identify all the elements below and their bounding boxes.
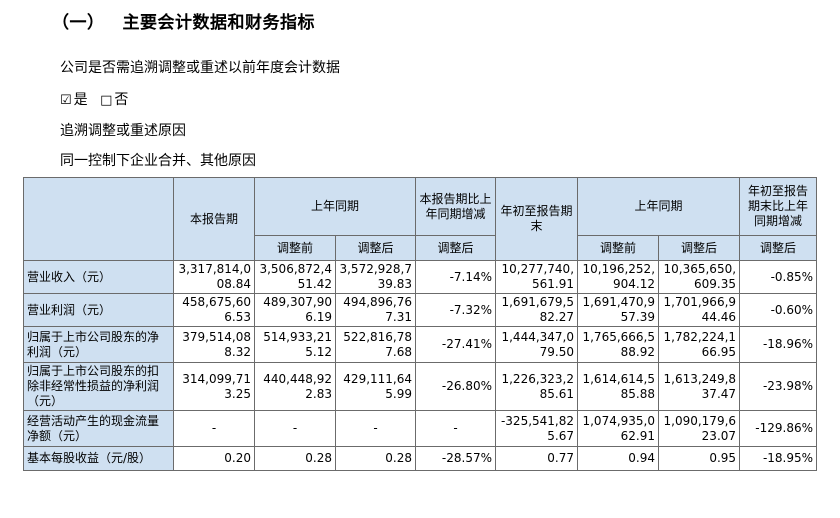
table-cell: 1,090,179,623.07 xyxy=(658,410,741,447)
table-cell: 1,614,614,585.88 xyxy=(577,362,660,411)
subheader-after-adj: 调整后 xyxy=(334,235,417,261)
table-cell: - xyxy=(334,410,417,447)
table-cell: -0.60% xyxy=(739,293,818,327)
row-label: 归属于上市公司股东的扣除非经常性损益的净利润（元） xyxy=(23,362,174,411)
header-change-current: 本报告期比上年同期增减 xyxy=(415,177,497,236)
restatement-question: 公司是否需追溯调整或重述以前年度会计数据 xyxy=(60,60,340,76)
subheader-after-adj-ytd: 调整后 xyxy=(658,235,741,261)
table-cell: -23.98% xyxy=(739,362,818,411)
table-cell: - xyxy=(254,410,336,447)
table-cell: 489,307,906.19 xyxy=(254,293,336,327)
table-cell: 10,277,740,561.91 xyxy=(495,260,579,294)
table-cell: 314,099,713.25 xyxy=(173,362,255,411)
table-cell: 1,444,347,079.50 xyxy=(495,326,579,363)
table-cell: 3,572,928,739.83 xyxy=(334,260,417,294)
table-cell: 0.28 xyxy=(254,446,336,471)
table-cell: - xyxy=(173,410,255,447)
choice-yes-label: 是 xyxy=(73,92,88,108)
table-cell: -27.41% xyxy=(415,326,497,363)
header-change-ytd: 年初至报告期末比上年同期增减 xyxy=(739,177,818,236)
table-row: 基本每股收益（元/股） 0.20 0.28 0.28 -28.57% 0.77 … xyxy=(23,446,818,471)
section-title: 主要会计数据和财务指标 xyxy=(122,13,315,33)
table-cell: 1,701,966,944.46 xyxy=(658,293,741,327)
row-label: 营业利润（元） xyxy=(23,293,174,327)
table-cell: 440,448,922.83 xyxy=(254,362,336,411)
table-cell: - xyxy=(415,410,497,447)
table-cell: 522,816,787.68 xyxy=(334,326,417,363)
row-label: 经营活动产生的现金流量净额（元） xyxy=(23,410,174,447)
header-row: 本报告期 上年同期 本报告期比上年同期增减 年初至报告期末 上年同期 年初至报告… xyxy=(23,177,818,261)
table-cell: 3,317,814,008.84 xyxy=(173,260,255,294)
row-label: 营业收入（元） xyxy=(23,260,174,294)
header-prior-period: 上年同期 xyxy=(253,177,417,236)
table-row: 营业收入（元） 3,317,814,008.84 3,506,872,451.4… xyxy=(23,260,818,294)
table-cell: 0.94 xyxy=(577,446,660,471)
table-cell: -26.80% xyxy=(415,362,497,411)
table-cell: 429,111,645.99 xyxy=(334,362,417,411)
checked-box-icon: ☑ xyxy=(60,93,72,108)
subheader-row: 调整前 调整后 调整后 调整前 调整后 调整后 xyxy=(24,235,818,261)
choice-no-label: 否 xyxy=(114,92,129,108)
table-cell: 1,691,679,582.27 xyxy=(495,293,579,327)
table-cell: 494,896,767.31 xyxy=(334,293,417,327)
table-cell: 0.77 xyxy=(495,446,579,471)
table-row: 营业利润（元） 458,675,606.53 489,307,906.19 49… xyxy=(23,293,818,327)
table-cell: 0.20 xyxy=(173,446,255,471)
table-cell: -325,541,825.67 xyxy=(495,410,579,447)
table-row: 经营活动产生的现金流量净额（元） - - - - -325,541,825.67… xyxy=(23,410,818,447)
corner-cell xyxy=(23,177,174,261)
header-current-period: 本报告期 xyxy=(173,177,255,261)
reason-label: 追溯调整或重述原因 xyxy=(60,123,186,139)
financial-data-table: 本报告期 上年同期 本报告期比上年同期增减 年初至报告期末 上年同期 年初至报告… xyxy=(23,177,818,471)
table-cell: 1,226,323,285.61 xyxy=(495,362,579,411)
restatement-choice: ☑ 是 □ 否 xyxy=(60,89,128,109)
table-cell: 1,765,666,588.92 xyxy=(577,326,660,363)
table-cell: -7.32% xyxy=(415,293,497,327)
section-number: （一） xyxy=(52,13,105,33)
table-cell: 514,933,215.12 xyxy=(254,326,336,363)
table-cell: 379,514,088.32 xyxy=(173,326,255,363)
table-row: 归属于上市公司股东的扣除非经常性损益的净利润（元） 314,099,713.25… xyxy=(23,362,818,411)
subheader-after-adj-change: 调整后 xyxy=(415,235,497,261)
table-cell: -7.14% xyxy=(415,260,497,294)
table-cell: 1,782,224,166.95 xyxy=(658,326,741,363)
table-cell: 0.28 xyxy=(334,446,417,471)
table-cell: 10,365,650,609.35 xyxy=(658,260,741,294)
table-cell: 1,613,249,837.47 xyxy=(658,362,741,411)
table-cell: 1,074,935,062.91 xyxy=(577,410,660,447)
subheader-before-adj: 调整前 xyxy=(254,235,336,261)
table-cell: -18.95% xyxy=(739,446,818,471)
subheader-after-adj-change-ytd: 调整后 xyxy=(739,235,818,261)
table-cell: 10,196,252,904.12 xyxy=(577,260,660,294)
table-cell: -28.57% xyxy=(415,446,497,471)
table-cell: 3,506,872,451.42 xyxy=(254,260,336,294)
table-cell: -0.85% xyxy=(739,260,818,294)
table-row: 归属于上市公司股东的净利润（元） 379,514,088.32 514,933,… xyxy=(23,326,818,363)
row-label: 归属于上市公司股东的净利润（元） xyxy=(23,326,174,363)
table-cell: 1,691,470,957.39 xyxy=(577,293,660,327)
subheader-before-adj-ytd: 调整前 xyxy=(577,235,660,261)
header-ytd: 年初至报告期末 xyxy=(495,177,579,261)
reason-value: 同一控制下企业合并、其他原因 xyxy=(60,153,256,169)
section-heading: （一） 主要会计数据和财务指标 xyxy=(52,8,315,33)
header-prior-ytd: 上年同期 xyxy=(577,177,741,236)
table-cell: 0.95 xyxy=(658,446,741,471)
unchecked-box-icon: □ xyxy=(100,93,113,108)
table-cell: -129.86% xyxy=(739,410,818,447)
table-cell: 458,675,606.53 xyxy=(173,293,255,327)
table-cell: -18.96% xyxy=(739,326,818,363)
row-label: 基本每股收益（元/股） xyxy=(23,446,174,471)
